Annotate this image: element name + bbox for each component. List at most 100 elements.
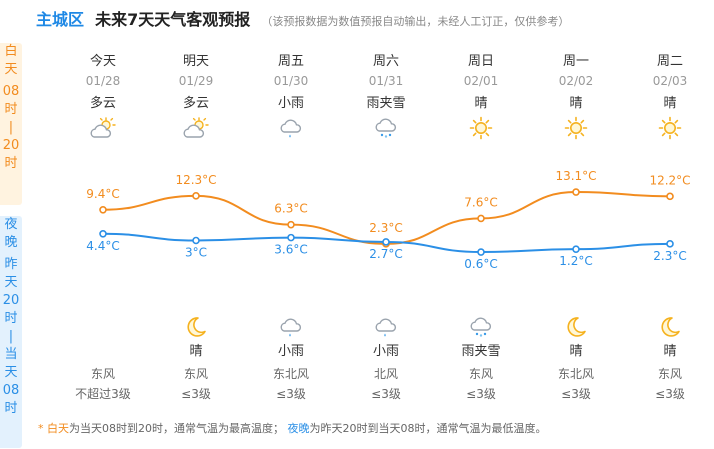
side-day-char: 时 xyxy=(4,156,18,171)
day-name: 周二 xyxy=(656,54,683,69)
high-temp-point xyxy=(287,220,295,229)
night-column[interactable]: 晴东风 ≤3级 xyxy=(151,314,241,402)
day-name: 周五 xyxy=(277,54,304,69)
day-weather: 雨夹雪 xyxy=(366,96,406,111)
light-rain-icon xyxy=(341,314,431,340)
night-column[interactable]: 雨夹雪 东风 ≤3级 xyxy=(436,314,526,402)
day-column[interactable]: 周五 01/30 小雨 xyxy=(246,52,336,141)
day-date: 02/01 xyxy=(463,74,499,88)
side-night-char: 当 xyxy=(4,347,18,362)
low-temp-label: 3°C xyxy=(185,246,207,260)
night-column[interactable]: 晴东风 ≤3级 xyxy=(625,314,714,402)
day-column[interactable]: 明天 01/29 多云 xyxy=(151,52,241,141)
wind-direction: 北风 xyxy=(373,367,398,381)
day-name: 周日 xyxy=(467,54,494,69)
wind-level: 不超过3级 xyxy=(75,387,131,401)
day-weather: 晴 xyxy=(474,96,488,111)
day-date: 01/31 xyxy=(368,74,404,88)
footer-night-word: 夜晚 xyxy=(287,422,310,435)
footer-star: * xyxy=(38,422,47,435)
day-column[interactable]: 周一 02/02 晴 xyxy=(531,52,621,141)
moon-icon xyxy=(151,314,241,340)
wind-level: ≤3级 xyxy=(181,387,211,401)
day-date: 01/30 xyxy=(273,74,309,88)
light-rain-icon xyxy=(246,115,336,141)
low-temp-label: 0.6°C xyxy=(464,257,497,271)
low-temp-label: 2.7°C xyxy=(369,247,402,261)
side-night-char: 晚 xyxy=(4,235,18,250)
low-temp-label: 4.4°C xyxy=(86,239,119,253)
day-date: 01/29 xyxy=(178,74,214,88)
side-day-char: | xyxy=(8,120,14,135)
high-temp-label: 13.1°C xyxy=(555,169,596,183)
day-column[interactable]: 周六 01/31 雨夹雪 xyxy=(341,52,431,141)
high-temp-point xyxy=(99,205,107,214)
side-day-char: 时 xyxy=(4,102,18,117)
day-weather: 小雨 xyxy=(277,96,304,111)
night-column[interactable]: 东风不超过3级 xyxy=(58,314,148,402)
high-temp-label: 7.6°C xyxy=(464,195,497,209)
day-date: 01/28 xyxy=(85,74,121,88)
low-temp-point xyxy=(572,245,580,253)
sun-icon xyxy=(531,115,621,141)
high-temp-label: 12.2°C xyxy=(649,173,690,187)
day-weather: 晴 xyxy=(569,96,583,111)
footer-night-text: 为昨天20时到当天08时，通常气温为最低温度。 xyxy=(309,422,547,435)
day-date: 02/03 xyxy=(652,74,688,88)
high-temp-point xyxy=(666,192,674,201)
night-column[interactable]: 小雨东北风 ≤3级 xyxy=(246,314,336,402)
wind-level: ≤3级 xyxy=(655,387,685,401)
side-night-char: 08 xyxy=(2,383,20,398)
day-column[interactable]: 周二 02/03 晴 xyxy=(625,52,714,141)
low-temp-label: 1.2°C xyxy=(559,254,592,268)
night-weather: 晴 xyxy=(663,344,677,359)
wind-direction: 东北风 xyxy=(272,367,309,381)
high-temp-point xyxy=(572,188,580,196)
nighttime-label: 夜 晚 昨 天 20 时 | 当 天 08 时 xyxy=(0,216,22,448)
night-weather: 小雨 xyxy=(372,344,399,359)
partly-cloudy-icon xyxy=(151,115,241,141)
wind-level: ≤3级 xyxy=(276,387,306,401)
low-temp-point xyxy=(382,238,390,246)
district-name[interactable]: 主城区 xyxy=(36,10,85,29)
day-column[interactable]: 今天 01/28 多云 xyxy=(58,52,148,141)
high-temp-label: 12.3°C xyxy=(175,173,216,187)
high-temp-line xyxy=(102,191,671,245)
high-temp-label: 6.3°C xyxy=(274,202,307,216)
wind-direction: 东风 xyxy=(657,367,682,381)
high-temp-point xyxy=(477,214,485,223)
low-temp-label: 2.3°C xyxy=(653,249,686,263)
wind-direction: 东风 xyxy=(468,367,493,381)
sleet-icon xyxy=(341,115,431,141)
night-column[interactable]: 小雨 北风 ≤3级 xyxy=(341,314,431,402)
side-night-char: 夜 xyxy=(4,217,18,232)
wind-direction: 东风 xyxy=(90,367,115,381)
night-column[interactable]: 晴东北风 ≤3级 xyxy=(531,314,621,402)
footer-day-word: 白天 xyxy=(47,422,69,435)
day-name: 周一 xyxy=(562,54,589,69)
side-night-char: 时 xyxy=(4,401,18,416)
side-day-char: 天 xyxy=(4,62,18,77)
day-name: 明天 xyxy=(182,54,209,69)
day-weather: 多云 xyxy=(182,96,209,111)
side-day-char: 20 xyxy=(2,138,20,153)
low-temp-point xyxy=(666,240,674,248)
side-night-char: 天 xyxy=(4,275,18,290)
side-night-char: 20 xyxy=(2,293,20,308)
high-temp-label: 2.3°C xyxy=(369,221,402,235)
moon-icon xyxy=(531,314,621,340)
day-weather: 晴 xyxy=(663,96,677,111)
night-weather: 小雨 xyxy=(277,344,304,359)
high-temp-point xyxy=(192,192,200,200)
low-temp-label: 3.6°C xyxy=(274,243,307,257)
day-column[interactable]: 周日 02/01 晴 xyxy=(436,52,526,141)
footer-note: * 白天为当天08时到20时，通常气温为最高温度； 夜晚为昨天20时到当天08时… xyxy=(38,420,547,436)
partly-cloudy-icon xyxy=(58,115,148,141)
side-night-char: 时 xyxy=(4,311,18,326)
side-night-char: 天 xyxy=(4,365,18,380)
sun-icon xyxy=(625,115,714,141)
low-temp-point xyxy=(287,233,295,242)
light-rain-icon xyxy=(246,314,336,340)
wind-level: ≤3级 xyxy=(561,387,591,401)
